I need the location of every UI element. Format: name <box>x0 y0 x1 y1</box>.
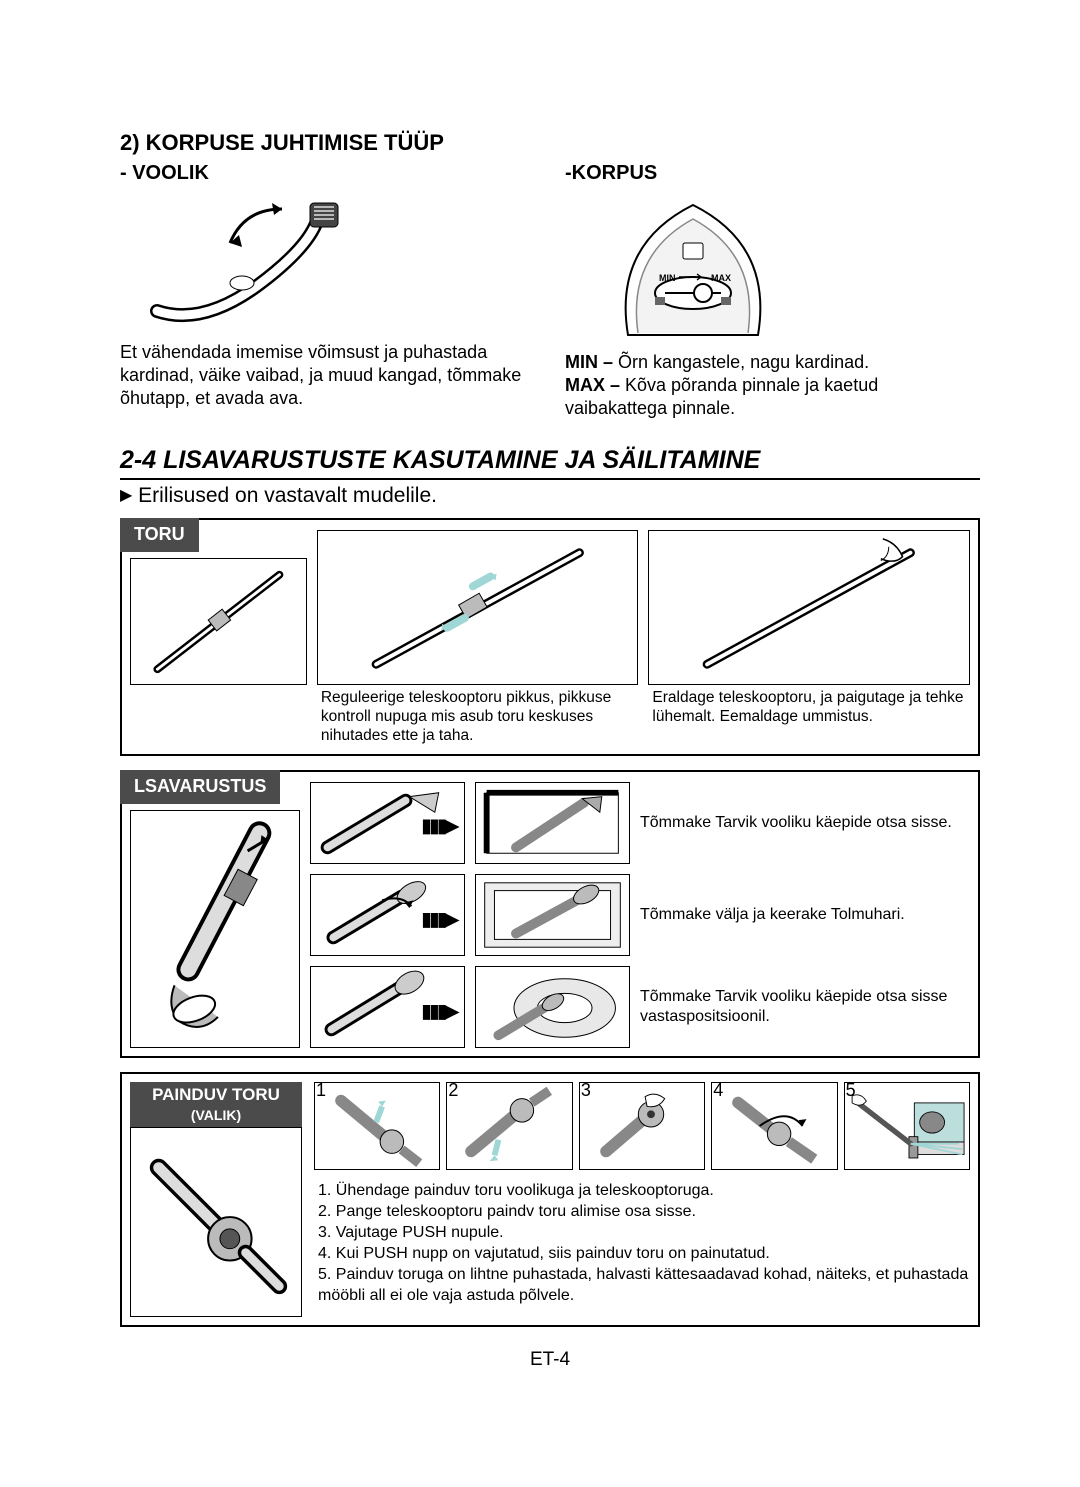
lsav-r1-text: Tõmmake Tarvik vooliku käepide otsa siss… <box>640 782 970 864</box>
hose-column: - VOOLIK Et vähendada imemise võimsust j… <box>120 162 535 420</box>
painduv-list: 1. Ühendage painduv toru voolikuga ja te… <box>314 1180 970 1307</box>
svg-text:MIN: MIN <box>659 273 676 283</box>
pt-list-item: 5. Painduv toruga on lihtne puhastada, h… <box>318 1264 970 1306</box>
painduv-title: PAINDUV TORU (VALIK) <box>130 1082 302 1127</box>
svg-text:MAX: MAX <box>711 273 731 283</box>
toru-box: TORU <box>120 518 980 756</box>
section24-note-text: Erilisused on vastavalt mudelile. <box>132 484 437 507</box>
korpus-label: -KORPUS <box>565 162 657 184</box>
max-label: MAX – <box>565 375 620 395</box>
lsav-r2-text: Tõmmake välja ja keerake Tolmuhari. <box>640 874 970 956</box>
svg-text:▮▮▮▶: ▮▮▮▶ <box>421 1001 460 1023</box>
pt-list-item: 4. Kui PUSH nupp on vajutatud, siis pain… <box>318 1243 970 1264</box>
pt-list-item: 1. Ühendage painduv toru voolikuga ja te… <box>318 1180 970 1201</box>
painduv-box: PAINDUV TORU (VALIK) <box>120 1072 980 1327</box>
step-num-2: 2 <box>448 1080 458 1101</box>
step-num-3: 3 <box>581 1080 591 1101</box>
hose-label: - VOOLIK <box>120 162 535 185</box>
toru-thumb-2 <box>317 530 639 685</box>
korpus-text: MIN – Õrn kangastele, nagu kardinad. MAX… <box>565 351 980 420</box>
painduv-title-text: PAINDUV TORU <box>152 1085 280 1104</box>
painduv-subtitle: (VALIK) <box>191 1107 241 1123</box>
toru-caption-3: Eraldage teleskooptoru, ja paigutage ja … <box>648 685 970 727</box>
section24-heading: 2-4 LISAVARUSTUSTE KASUTAMINE JA SÄILITA… <box>120 446 980 475</box>
painduv-left-thumb <box>130 1127 302 1317</box>
svg-text:▮▮▮▶: ▮▮▮▶ <box>421 909 460 931</box>
lsav-r2-thumb1: ▮▮▮▶ <box>310 874 465 956</box>
step-thumb-5 <box>844 1082 970 1170</box>
lsav-r3-text: Tõmmake Tarvik vooliku käepide otsa siss… <box>640 966 970 1048</box>
toru-title: TORU <box>120 518 199 552</box>
toru-caption-2: Reguleerige teleskooptoru pikkus, pikkus… <box>317 685 639 746</box>
lsav-r3-thumb1: ▮▮▮▶ <box>310 966 465 1048</box>
pt-list-item: 2. Pange teleskooptoru paindv toru alimi… <box>318 1201 970 1222</box>
lsav-r2-thumb2 <box>475 874 630 956</box>
section2-row: - VOOLIK Et vähendada imemise võimsust j… <box>120 162 980 420</box>
min-text: Õrn kangastele, nagu kardinad. <box>613 352 869 372</box>
toru-thumb-1 <box>130 558 307 685</box>
step-thumb-2 <box>446 1082 572 1170</box>
lsav-r3-thumb2 <box>475 966 630 1048</box>
korpus-illustration: MIN MAX <box>593 185 793 345</box>
min-label: MIN – <box>565 352 613 372</box>
lsav-title: LSAVARUSTUS <box>120 770 280 804</box>
step-num-1: 1 <box>316 1080 326 1101</box>
svg-text:▮▮▮▶: ▮▮▮▶ <box>421 815 460 837</box>
lsav-box: LSAVARUSTUS ▮▮▮▶ <box>120 770 980 1058</box>
step-thumb-4 <box>711 1082 837 1170</box>
page-number: ET-4 <box>120 1349 980 1371</box>
step-thumb-1 <box>314 1082 440 1170</box>
lsav-r1-thumb1: ▮▮▮▶ <box>310 782 465 864</box>
lsav-left-thumb <box>130 810 300 1048</box>
note-arrow-icon: ▶ <box>120 487 132 504</box>
step-num-4: 4 <box>713 1080 723 1101</box>
hose-illustration <box>142 191 352 331</box>
toru-thumb-3 <box>648 530 970 685</box>
korpus-column: -KORPUS MIN MAX MIN – Õrn kangastele, na… <box>565 162 980 420</box>
step-thumb-3 <box>579 1082 705 1170</box>
hose-text: Et vähendada imemise võimsust ja puhasta… <box>120 341 535 410</box>
painduv-steps: 1 2 3 4 5 <box>314 1082 970 1170</box>
lsav-r1-thumb2 <box>475 782 630 864</box>
section24-rule <box>120 478 980 480</box>
pt-list-item: 3. Vajutage PUSH nupule. <box>318 1222 970 1243</box>
section24-note: ▶ Erilisused on vastavalt mudelile. <box>120 484 980 508</box>
step-num-5: 5 <box>846 1080 856 1101</box>
section2-heading: 2) KORPUSE JUHTIMISE TÜÜP <box>120 130 980 156</box>
